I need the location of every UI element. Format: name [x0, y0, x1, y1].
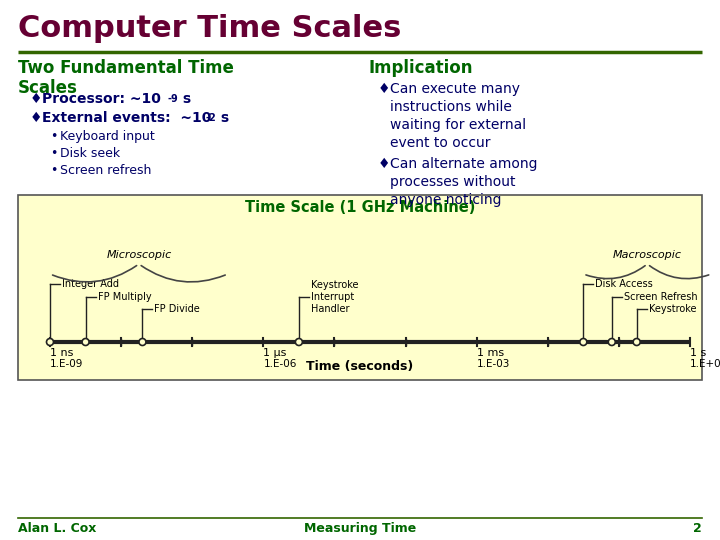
- Text: Time (seconds): Time (seconds): [307, 360, 413, 373]
- Circle shape: [633, 339, 640, 346]
- Text: -2: -2: [205, 113, 216, 123]
- Text: Measuring Time: Measuring Time: [304, 522, 416, 535]
- Text: 1 s: 1 s: [690, 348, 706, 358]
- Text: s: s: [216, 111, 229, 125]
- Text: 1.E+00: 1.E+00: [690, 359, 720, 369]
- Text: Integer Add: Integer Add: [62, 279, 119, 289]
- Text: Microscopic: Microscopic: [107, 250, 171, 260]
- Text: •: •: [50, 147, 58, 160]
- Text: 1 ms: 1 ms: [477, 348, 504, 358]
- Text: 1.E-06: 1.E-06: [264, 359, 297, 369]
- Text: FP Multiply: FP Multiply: [97, 292, 151, 302]
- Circle shape: [82, 339, 89, 346]
- Circle shape: [608, 339, 616, 346]
- Text: Processor: ~10: Processor: ~10: [42, 92, 161, 106]
- Text: Computer Time Scales: Computer Time Scales: [18, 14, 401, 43]
- Text: ♦: ♦: [378, 157, 390, 171]
- Circle shape: [47, 339, 53, 346]
- Text: Can execute many
instructions while
waiting for external
event to occur: Can execute many instructions while wait…: [390, 82, 526, 150]
- Text: •: •: [50, 164, 58, 177]
- Text: Keyboard input: Keyboard input: [60, 130, 155, 143]
- Text: Implication: Implication: [368, 59, 472, 77]
- Text: FP Divide: FP Divide: [155, 304, 200, 314]
- Text: Time Scale (1 GHz Machine): Time Scale (1 GHz Machine): [245, 200, 475, 215]
- Text: -9: -9: [167, 94, 178, 104]
- Text: Screen Refresh: Screen Refresh: [624, 292, 698, 302]
- Text: 1 ns: 1 ns: [50, 348, 73, 358]
- FancyBboxPatch shape: [18, 195, 702, 380]
- Text: Macroscopic: Macroscopic: [613, 250, 682, 260]
- Circle shape: [580, 339, 587, 346]
- Text: 1 μs: 1 μs: [264, 348, 287, 358]
- Text: ♦: ♦: [378, 82, 390, 96]
- Text: Disk Access: Disk Access: [595, 279, 653, 289]
- Text: ♦: ♦: [30, 92, 42, 106]
- Text: Alan L. Cox: Alan L. Cox: [18, 522, 96, 535]
- Circle shape: [139, 339, 146, 346]
- Text: Disk seek: Disk seek: [60, 147, 120, 160]
- Text: 1.E-03: 1.E-03: [477, 359, 510, 369]
- Text: s: s: [178, 92, 191, 106]
- Text: Two Fundamental Time
Scales: Two Fundamental Time Scales: [18, 59, 234, 97]
- Text: Screen refresh: Screen refresh: [60, 164, 151, 177]
- Text: ♦: ♦: [30, 111, 42, 125]
- Text: 2: 2: [693, 522, 702, 535]
- Text: Keystroke: Keystroke: [649, 304, 696, 314]
- Text: 1.E-09: 1.E-09: [50, 359, 84, 369]
- Text: •: •: [50, 130, 58, 143]
- Text: Can alternate among
processes without
anyone noticing: Can alternate among processes without an…: [390, 157, 538, 207]
- Text: Keystroke
Interrupt
Handler: Keystroke Interrupt Handler: [311, 280, 359, 314]
- Text: External events:  ~10: External events: ~10: [42, 111, 212, 125]
- Circle shape: [295, 339, 302, 346]
